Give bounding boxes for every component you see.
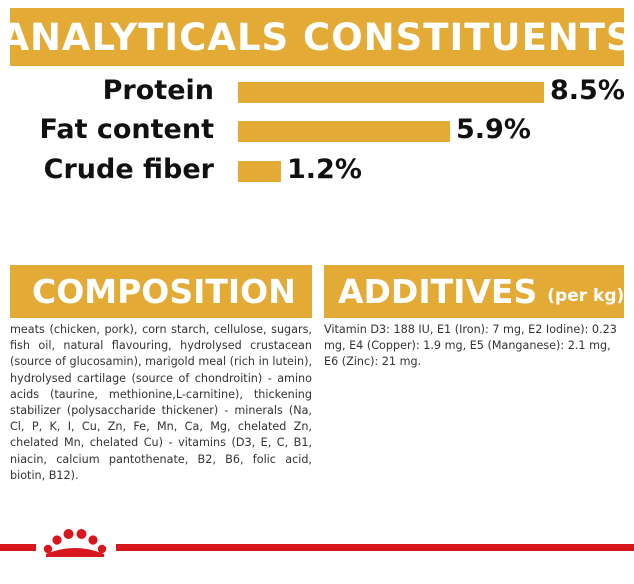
analytics-title: ANALYTICALS CONSTITUENTS — [10, 15, 624, 59]
stat-label-fat: Fat content — [39, 114, 214, 145]
stat-value-fat: 5.9% — [456, 114, 531, 145]
stat-bar-protein — [238, 82, 544, 103]
stat-bar-fat — [238, 121, 450, 142]
composition-title-banner: COMPOSITION — [10, 265, 312, 318]
royal-canin-crown-icon — [43, 529, 107, 557]
stat-label-protein: Protein — [102, 75, 214, 106]
stat-label-fiber: Crude fiber — [43, 154, 214, 185]
stat-value-protein: 8.5% — [550, 75, 625, 106]
analytics-title-banner: ANALYTICALS CONSTITUENTS — [10, 8, 624, 66]
stat-value-fiber: 1.2% — [287, 154, 362, 185]
composition-text: meats (chicken, pork), corn starch, cell… — [10, 323, 312, 482]
additives-title: ADDITIVES — [338, 272, 538, 311]
composition-title: COMPOSITION — [32, 272, 296, 311]
stat-bar-fiber — [238, 161, 281, 182]
additives-title-banner: ADDITIVES (per kg) — [324, 265, 624, 318]
additives-unit: (per kg) — [547, 285, 624, 306]
additives-text: Vitamin D3: 188 IU, E1 (Iron): 7 mg, E2 … — [324, 323, 617, 369]
footer-red-line — [0, 544, 634, 551]
